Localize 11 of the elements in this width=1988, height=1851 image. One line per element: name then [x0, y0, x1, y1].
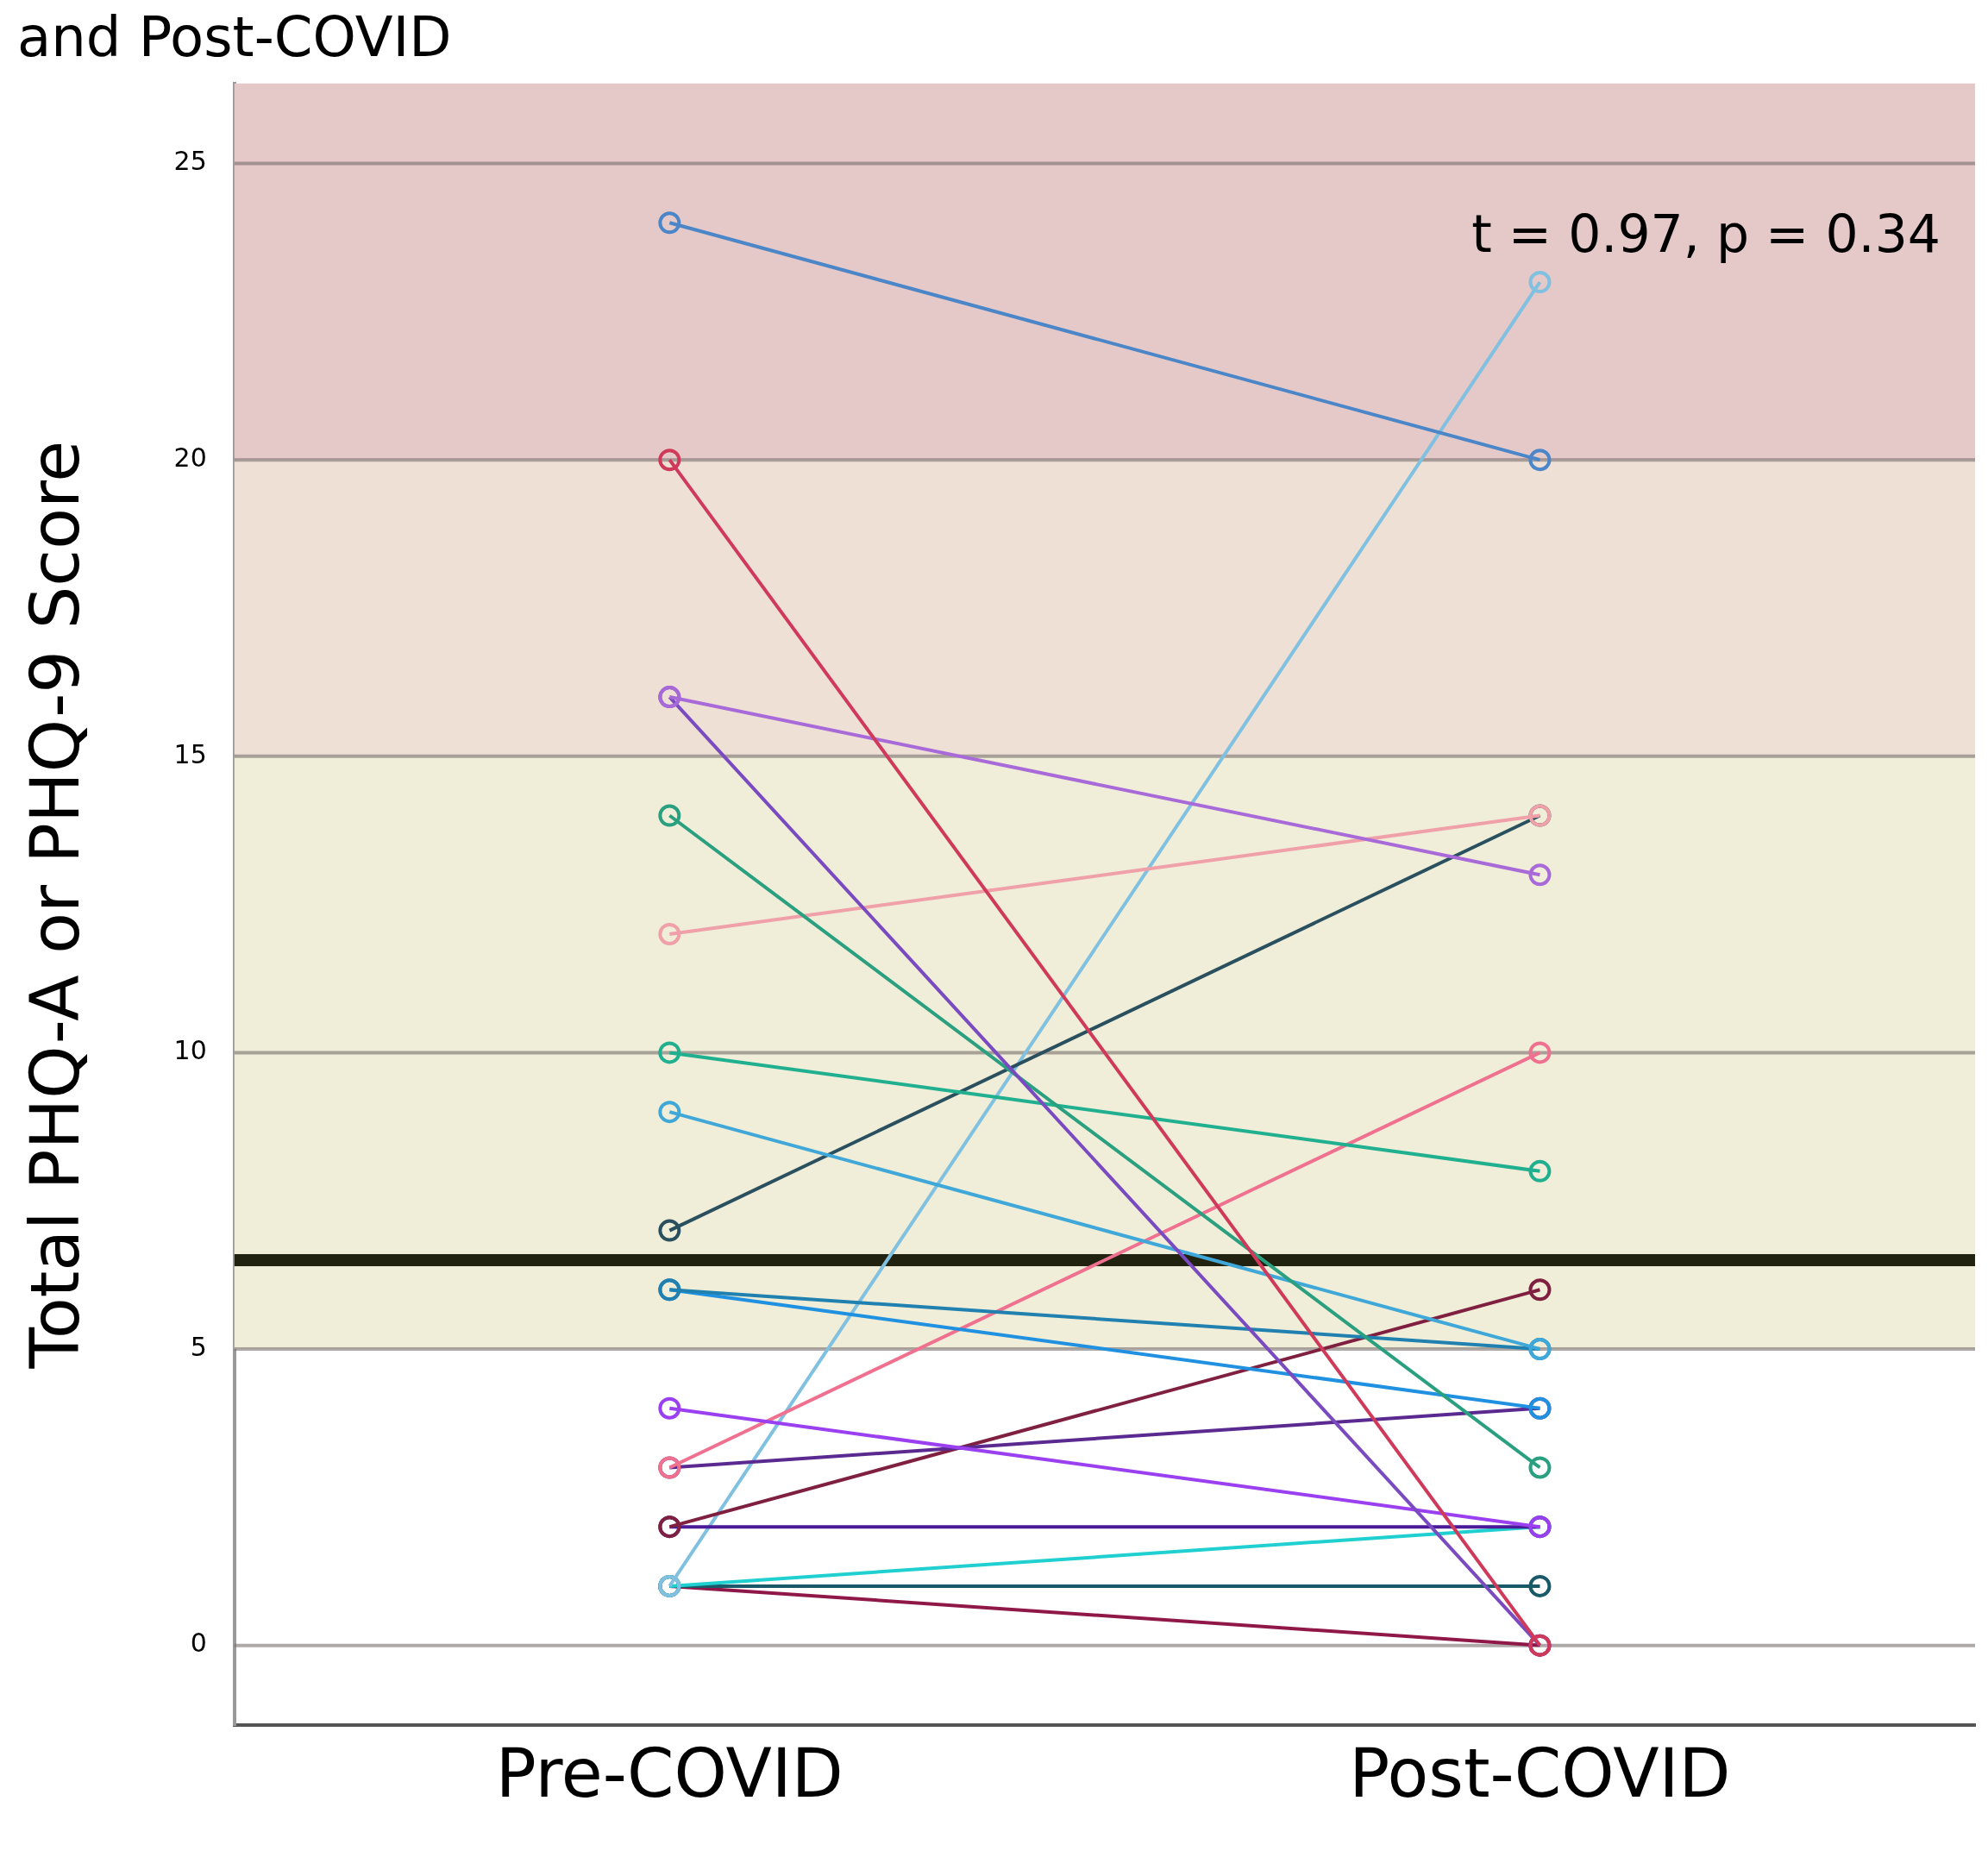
chart-title: and Post-COVID: [17, 5, 452, 70]
y-tick-label: 25: [173, 146, 207, 177]
y-tick-label: 0: [190, 1628, 207, 1659]
y-axis-title: Total PHQ-A or PHQ-9 Score: [16, 440, 95, 1370]
x-tick-label: Pre-COVID: [495, 1735, 843, 1813]
x-tick-label: Post-COVID: [1349, 1735, 1731, 1813]
y-tick-label: 5: [190, 1331, 207, 1362]
y-tick-label: 10: [173, 1035, 207, 1066]
y-tick-label: 15: [173, 738, 207, 769]
y-tick-label: 20: [173, 442, 207, 473]
annotation: t = 0.97, p = 0.34: [1471, 204, 1941, 265]
